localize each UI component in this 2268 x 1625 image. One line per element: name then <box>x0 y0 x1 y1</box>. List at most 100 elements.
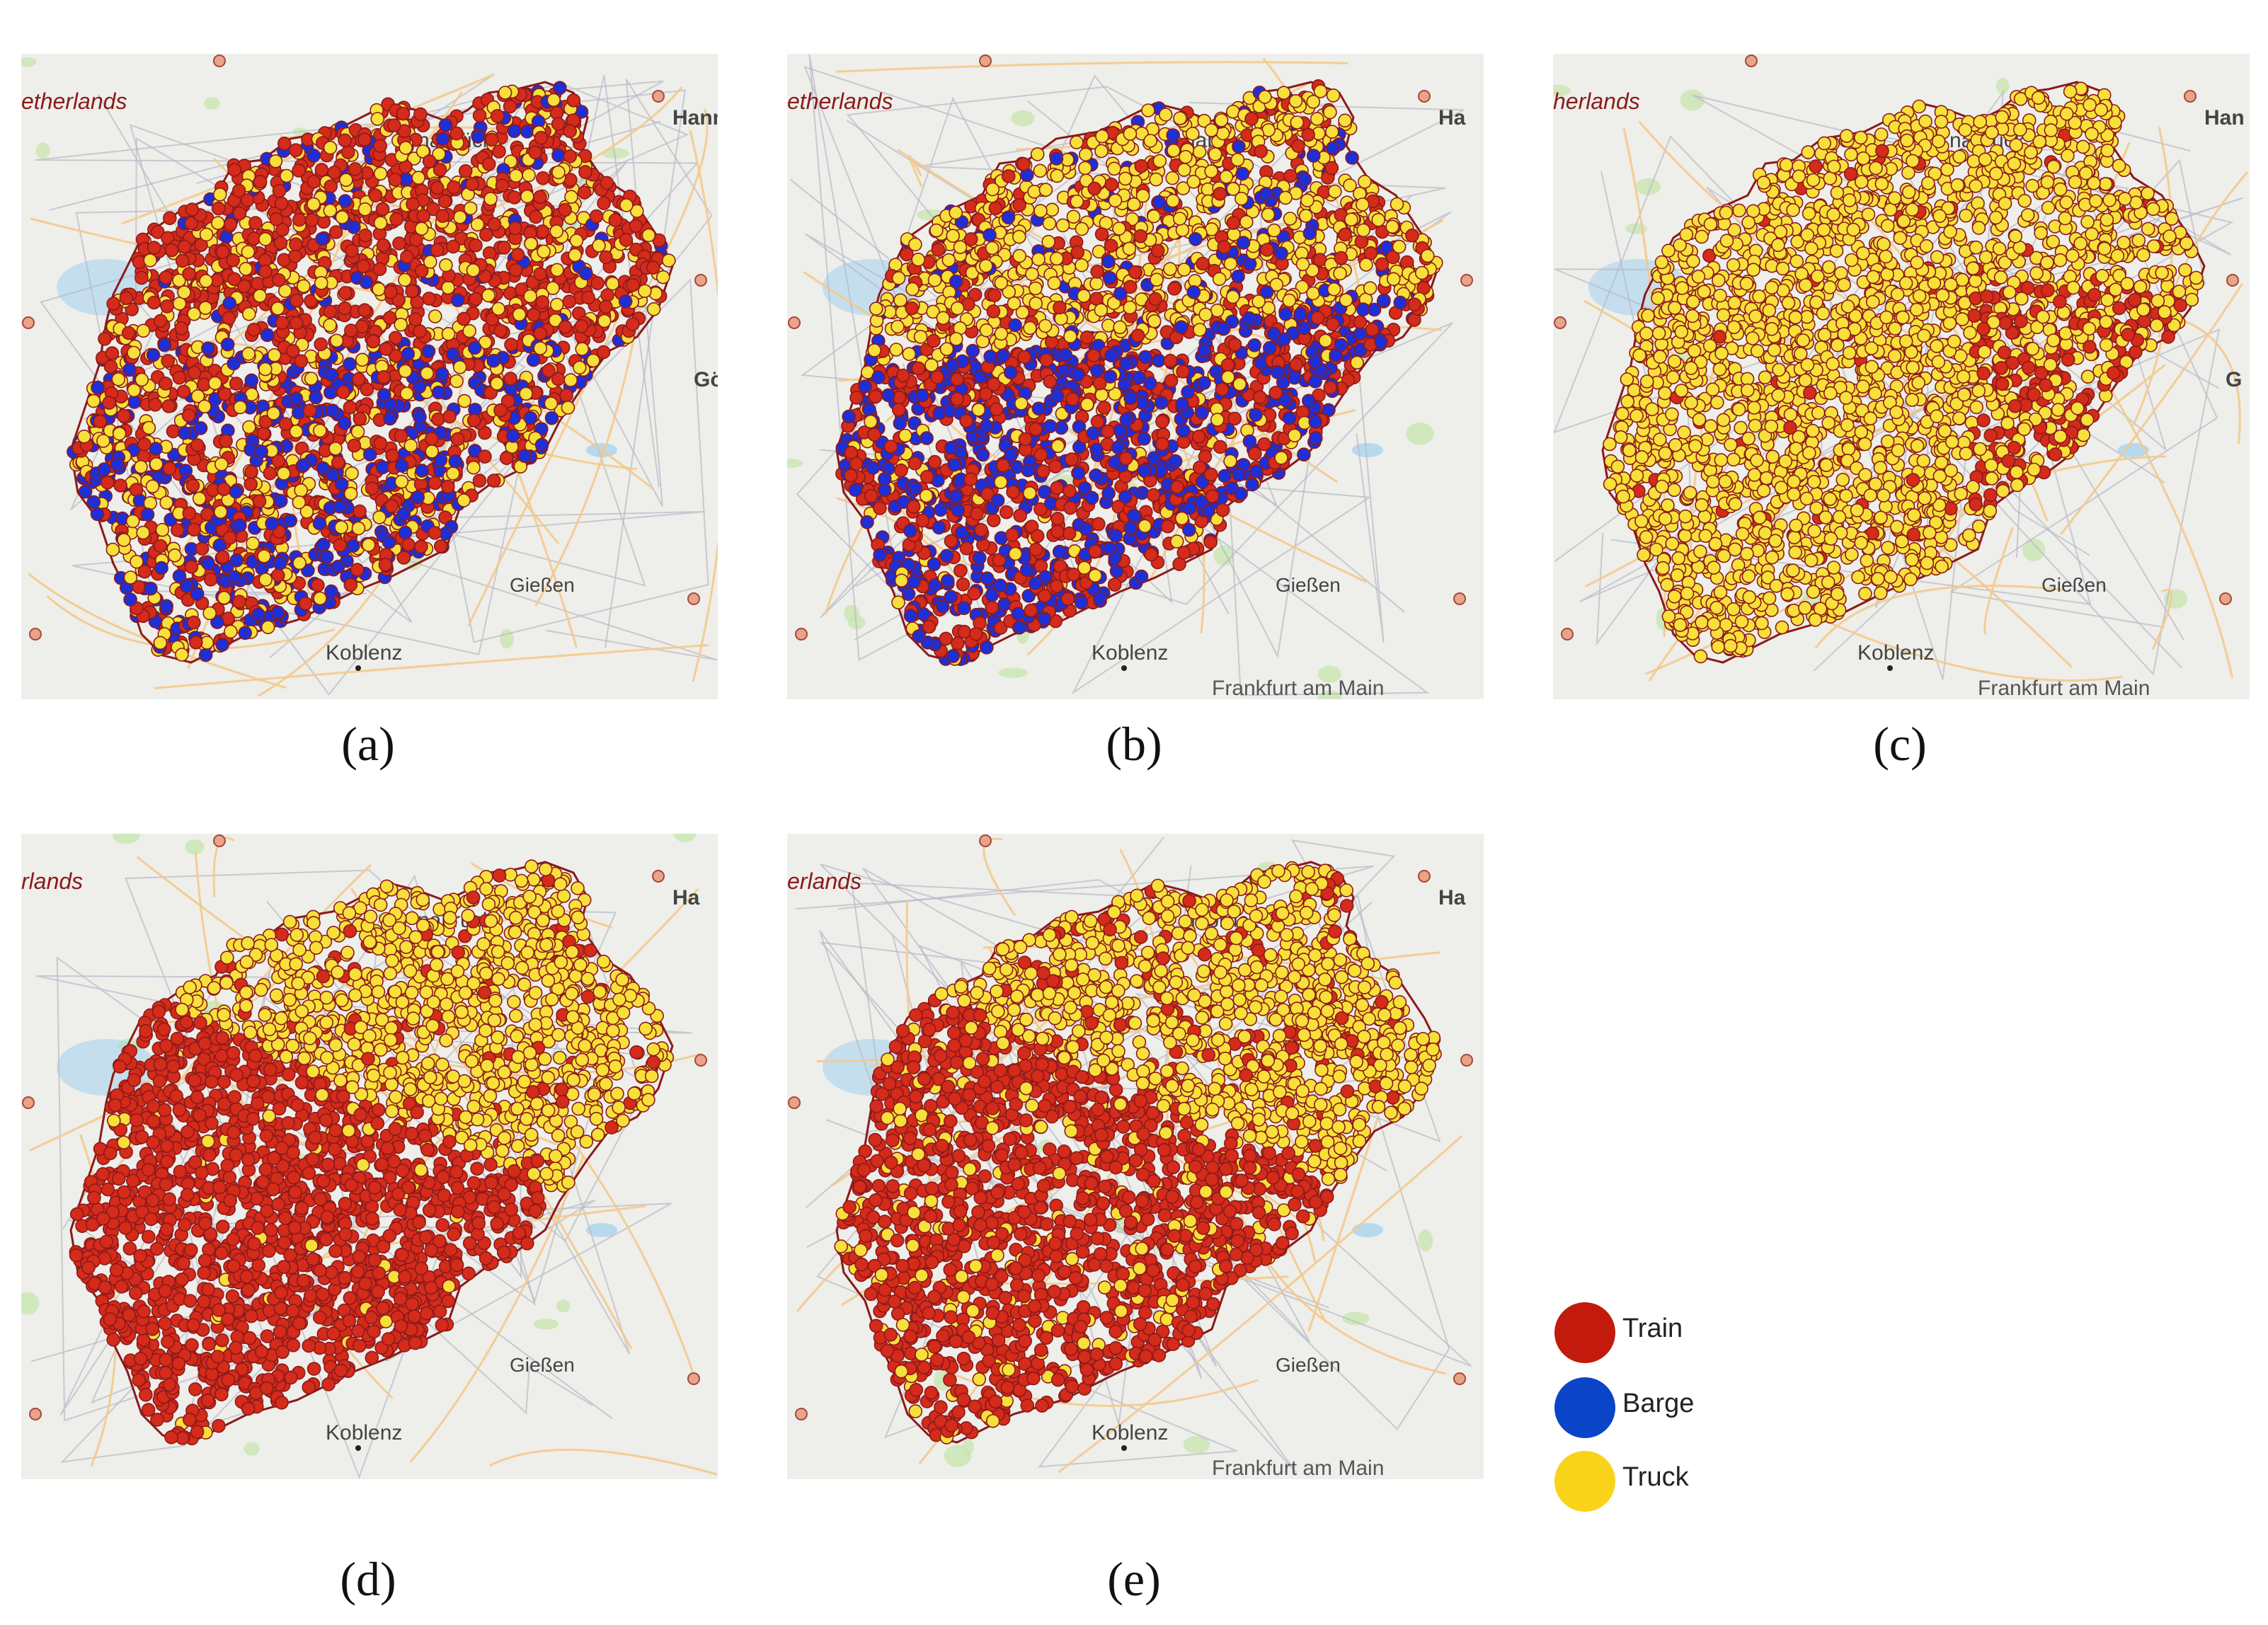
location-marker <box>1350 355 1364 370</box>
location-marker <box>927 578 942 592</box>
location-marker <box>1126 197 1141 212</box>
location-marker <box>986 304 1001 318</box>
location-marker <box>1356 223 1370 238</box>
location-marker <box>956 577 970 592</box>
location-marker <box>182 267 196 281</box>
location-marker <box>479 227 493 242</box>
location-marker <box>985 600 1000 615</box>
location-marker <box>1295 280 1310 294</box>
location-marker <box>179 579 194 593</box>
location-marker <box>172 297 187 311</box>
location-marker <box>298 596 313 611</box>
location-marker <box>927 557 941 572</box>
location-marker <box>1049 579 1064 594</box>
location-marker <box>1024 603 1038 618</box>
location-marker <box>1278 306 1293 321</box>
location-marker <box>331 455 345 470</box>
location-marker <box>466 263 481 277</box>
map-b[interactable]: etherlandsnabrückHaGießenKoblenzFrankfur… <box>787 54 1484 699</box>
location-marker <box>546 93 561 108</box>
location-marker <box>201 556 216 571</box>
location-marker <box>1333 266 1347 281</box>
location-marker <box>1390 197 1404 212</box>
location-marker <box>499 451 514 466</box>
location-marker <box>315 231 329 246</box>
location-marker <box>1002 285 1016 299</box>
location-marker <box>959 541 974 556</box>
location-marker <box>939 631 953 646</box>
location-marker <box>1147 209 1161 224</box>
location-marker <box>626 317 640 331</box>
location-marker <box>375 202 390 217</box>
location-marker <box>533 267 547 282</box>
map-a[interactable]: etherlandsnabrückHannGöGießenKoblenz <box>21 54 718 699</box>
location-marker <box>566 93 581 108</box>
assignment-markers <box>67 81 676 662</box>
location-marker <box>1306 95 1321 109</box>
location-marker <box>503 372 518 386</box>
location-marker <box>1030 529 1045 544</box>
location-marker <box>237 279 251 294</box>
location-marker <box>1134 159 1149 173</box>
location-marker <box>394 317 408 332</box>
location-marker <box>520 125 534 139</box>
location-marker <box>335 210 350 224</box>
location-marker <box>403 438 418 453</box>
location-marker <box>528 145 543 160</box>
location-marker <box>178 425 192 440</box>
location-marker <box>232 518 247 533</box>
location-marker <box>326 467 340 482</box>
location-marker <box>1014 396 1029 410</box>
location-marker <box>544 396 559 410</box>
location-marker <box>1094 388 1109 402</box>
location-marker <box>350 425 365 439</box>
location-marker <box>1126 508 1141 523</box>
location-marker <box>302 403 317 418</box>
location-marker <box>1025 267 1039 282</box>
location-marker <box>1001 210 1016 224</box>
location-marker <box>493 403 508 418</box>
location-marker <box>275 316 290 330</box>
location-marker <box>270 605 285 620</box>
location-marker <box>213 505 228 519</box>
location-marker <box>1198 307 1213 322</box>
location-marker <box>373 139 388 153</box>
location-marker <box>950 301 965 316</box>
location-marker <box>343 578 358 592</box>
location-marker <box>323 140 338 155</box>
location-marker <box>223 217 238 231</box>
location-marker <box>350 563 365 577</box>
location-marker <box>272 184 287 198</box>
location-marker <box>232 595 246 609</box>
location-marker <box>1088 544 1103 558</box>
location-marker <box>447 180 461 195</box>
location-marker <box>1220 357 1235 372</box>
location-marker <box>401 347 416 361</box>
location-marker <box>323 318 337 333</box>
location-marker <box>1112 222 1126 236</box>
location-marker <box>328 441 343 456</box>
location-marker <box>368 188 383 202</box>
location-marker <box>136 525 150 540</box>
location-marker <box>159 270 173 285</box>
location-marker <box>1176 546 1191 560</box>
location-marker <box>272 272 286 287</box>
location-marker <box>428 309 442 323</box>
location-marker <box>244 477 258 491</box>
location-marker <box>1407 297 1422 312</box>
location-marker <box>1194 495 1208 509</box>
location-marker <box>559 388 573 403</box>
location-marker <box>1363 246 1378 260</box>
location-marker <box>145 479 160 494</box>
location-marker <box>448 454 463 469</box>
location-marker <box>338 286 353 300</box>
location-marker <box>212 188 227 202</box>
location-marker <box>908 237 922 252</box>
map-canvas: etherlandsnabrückHaGießenKoblenzFrankfur… <box>787 54 1484 699</box>
location-marker <box>1163 262 1177 276</box>
location-marker <box>172 569 187 583</box>
location-marker <box>106 297 120 311</box>
location-marker <box>312 516 327 531</box>
location-marker <box>269 212 284 226</box>
location-marker <box>867 427 881 442</box>
